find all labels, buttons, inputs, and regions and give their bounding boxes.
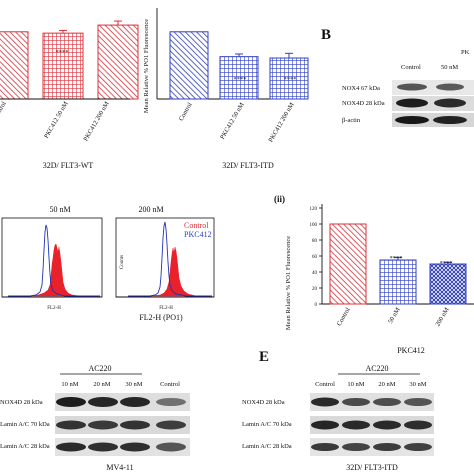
blot-strip-nox4d [55, 393, 190, 411]
significance-mark: **** [56, 49, 69, 56]
bar [42, 32, 84, 100]
column-header: 20 nM [93, 381, 110, 388]
y-tick-label: 60 [312, 255, 318, 260]
x-tick-label: PKC412 200 nM [82, 100, 110, 142]
y-axis-label: Mean Relative % PO1 Fluorescence [285, 236, 292, 330]
blot-strip-nox4d [392, 96, 474, 111]
control-histogram [8, 224, 100, 297]
treatment-header: AC220 [365, 364, 388, 373]
row-label: Lamin A/C 70 kDa [0, 421, 50, 428]
bars [169, 31, 309, 100]
histogram-title: 200 nM [138, 205, 163, 214]
blot-strip-lamin-70 [310, 416, 434, 434]
y-tick-label: 80 [312, 239, 318, 244]
bar [269, 57, 309, 100]
panel-letter: E [259, 349, 269, 365]
blot-mv4-11: AC220 10 nM 20 nM 30 nM Control NOX4D 28… [0, 364, 190, 472]
blot-strip-lamin-28 [310, 438, 434, 456]
y-tick-label: 100 [310, 223, 318, 228]
y-ticks: 0 20 40 60 80 100 120 [310, 207, 322, 308]
row-label: Lamin A/C 70 kDa [242, 421, 292, 428]
y-tick-label: 0 [315, 303, 318, 308]
chart-top-middle: Mean Relative % PO1 Fluorescence **** **… [143, 8, 309, 170]
bar [169, 31, 209, 100]
column-header: Control [401, 64, 421, 71]
blot-strip-lamin-70 [55, 416, 190, 434]
row-label: NOX4D 28 kDa [0, 399, 43, 406]
column-header: 10 nM [347, 381, 364, 388]
bars [0, 20, 139, 100]
blot-strip-actin [392, 113, 474, 127]
row-label: NOX4D 28 kDa [242, 399, 285, 406]
histograms: 50 nM FL2-H 200 nM Counts FL2-H Control … [1, 205, 215, 322]
row-label: Lamin A/C 28 kDa [0, 443, 50, 450]
chart-top-left: **** ontrol PKC412 50 nM PKC412 200 nM 3… [0, 20, 139, 170]
legend-pkc412: PKC412 [184, 230, 212, 239]
bar [379, 259, 417, 305]
group-label: 32D/ FLT3-WT [43, 161, 94, 170]
x-axis-label: PKC412 [397, 346, 425, 355]
histogram-xlabel: FL2-H (PO1) [139, 313, 183, 322]
histogram-title: 50 nM [49, 205, 70, 214]
panel-label: (ii) [274, 194, 285, 204]
bar [97, 24, 139, 100]
chart-ii: (ii) Mean Relative % PO1 Fluorescence 0 2… [274, 194, 474, 355]
x-tick-label: 50 nM [387, 306, 402, 325]
bar [0, 31, 29, 100]
x-tick-label: PKC412 50 nM [219, 101, 246, 140]
x-tick-label: PKC412 200 nM [267, 101, 295, 143]
column-header: 20 nM [378, 381, 395, 388]
column-header: Control [315, 381, 335, 388]
x-tick-label: 200 nM [434, 306, 450, 327]
row-label: Lamin A/C 28 kDa [242, 443, 292, 450]
panel-letter: B [321, 27, 331, 43]
y-tick-label: 120 [310, 207, 318, 212]
control-histogram [128, 221, 212, 297]
row-label: β-actin [342, 117, 361, 124]
pkc412-histogram [8, 243, 100, 297]
legend-control: Control [184, 221, 209, 230]
treatment-header: AC220 [88, 364, 111, 373]
column-header: 30 nM [125, 381, 142, 388]
column-header: 50 nM [441, 64, 458, 71]
row-label: NOX4D 28 kDa [342, 100, 385, 107]
panel-e-blot: E AC220 Control 10 nM 20 nM 30 nM NOX4D … [242, 349, 434, 472]
blot-strip-nox4 [392, 80, 474, 95]
bar [219, 56, 259, 100]
column-header: Control [160, 381, 180, 388]
panel-b-blot: B Control PK 50 nM NOX4 67 kDa NOX4D 28 … [321, 27, 474, 127]
x-axis-label: FL2-H [159, 306, 173, 311]
significance-mark: **** [234, 76, 247, 83]
group-label: 32D/ FLT3-ITD [222, 161, 274, 170]
y-axis-label: Mean Relative % PO1 Fluorescence [143, 19, 150, 113]
x-tick-label: Control [336, 306, 352, 327]
significance-mark: **** [284, 76, 297, 83]
y-tick-label: 20 [312, 287, 318, 292]
blot-strip-nox4d [310, 393, 434, 411]
cell-line-label: MV4-11 [106, 463, 133, 472]
significance-mark: **** [440, 260, 453, 267]
blot-strip-lamin-28 [55, 438, 190, 456]
bar [329, 223, 367, 305]
bars [329, 223, 467, 305]
cell-line-label: 32D/ FLT3-ITD [346, 463, 398, 472]
x-axis-label: FL2-H [47, 306, 61, 311]
column-header: 30 nM [409, 381, 426, 388]
column-header: 10 nM [61, 381, 78, 388]
bar [429, 263, 467, 305]
column-header: PK [461, 49, 470, 56]
row-label: NOX4 67 kDa [342, 85, 380, 92]
x-tick-label: PKC412 50 nM [43, 100, 70, 139]
x-tick-label: Control [178, 101, 194, 122]
y-tick-label: 40 [312, 271, 318, 276]
significance-marks: **** [56, 49, 69, 56]
significance-mark: **** [390, 255, 403, 262]
y-axis-label: Counts [120, 255, 125, 269]
x-tick-label: ontrol [0, 100, 8, 117]
